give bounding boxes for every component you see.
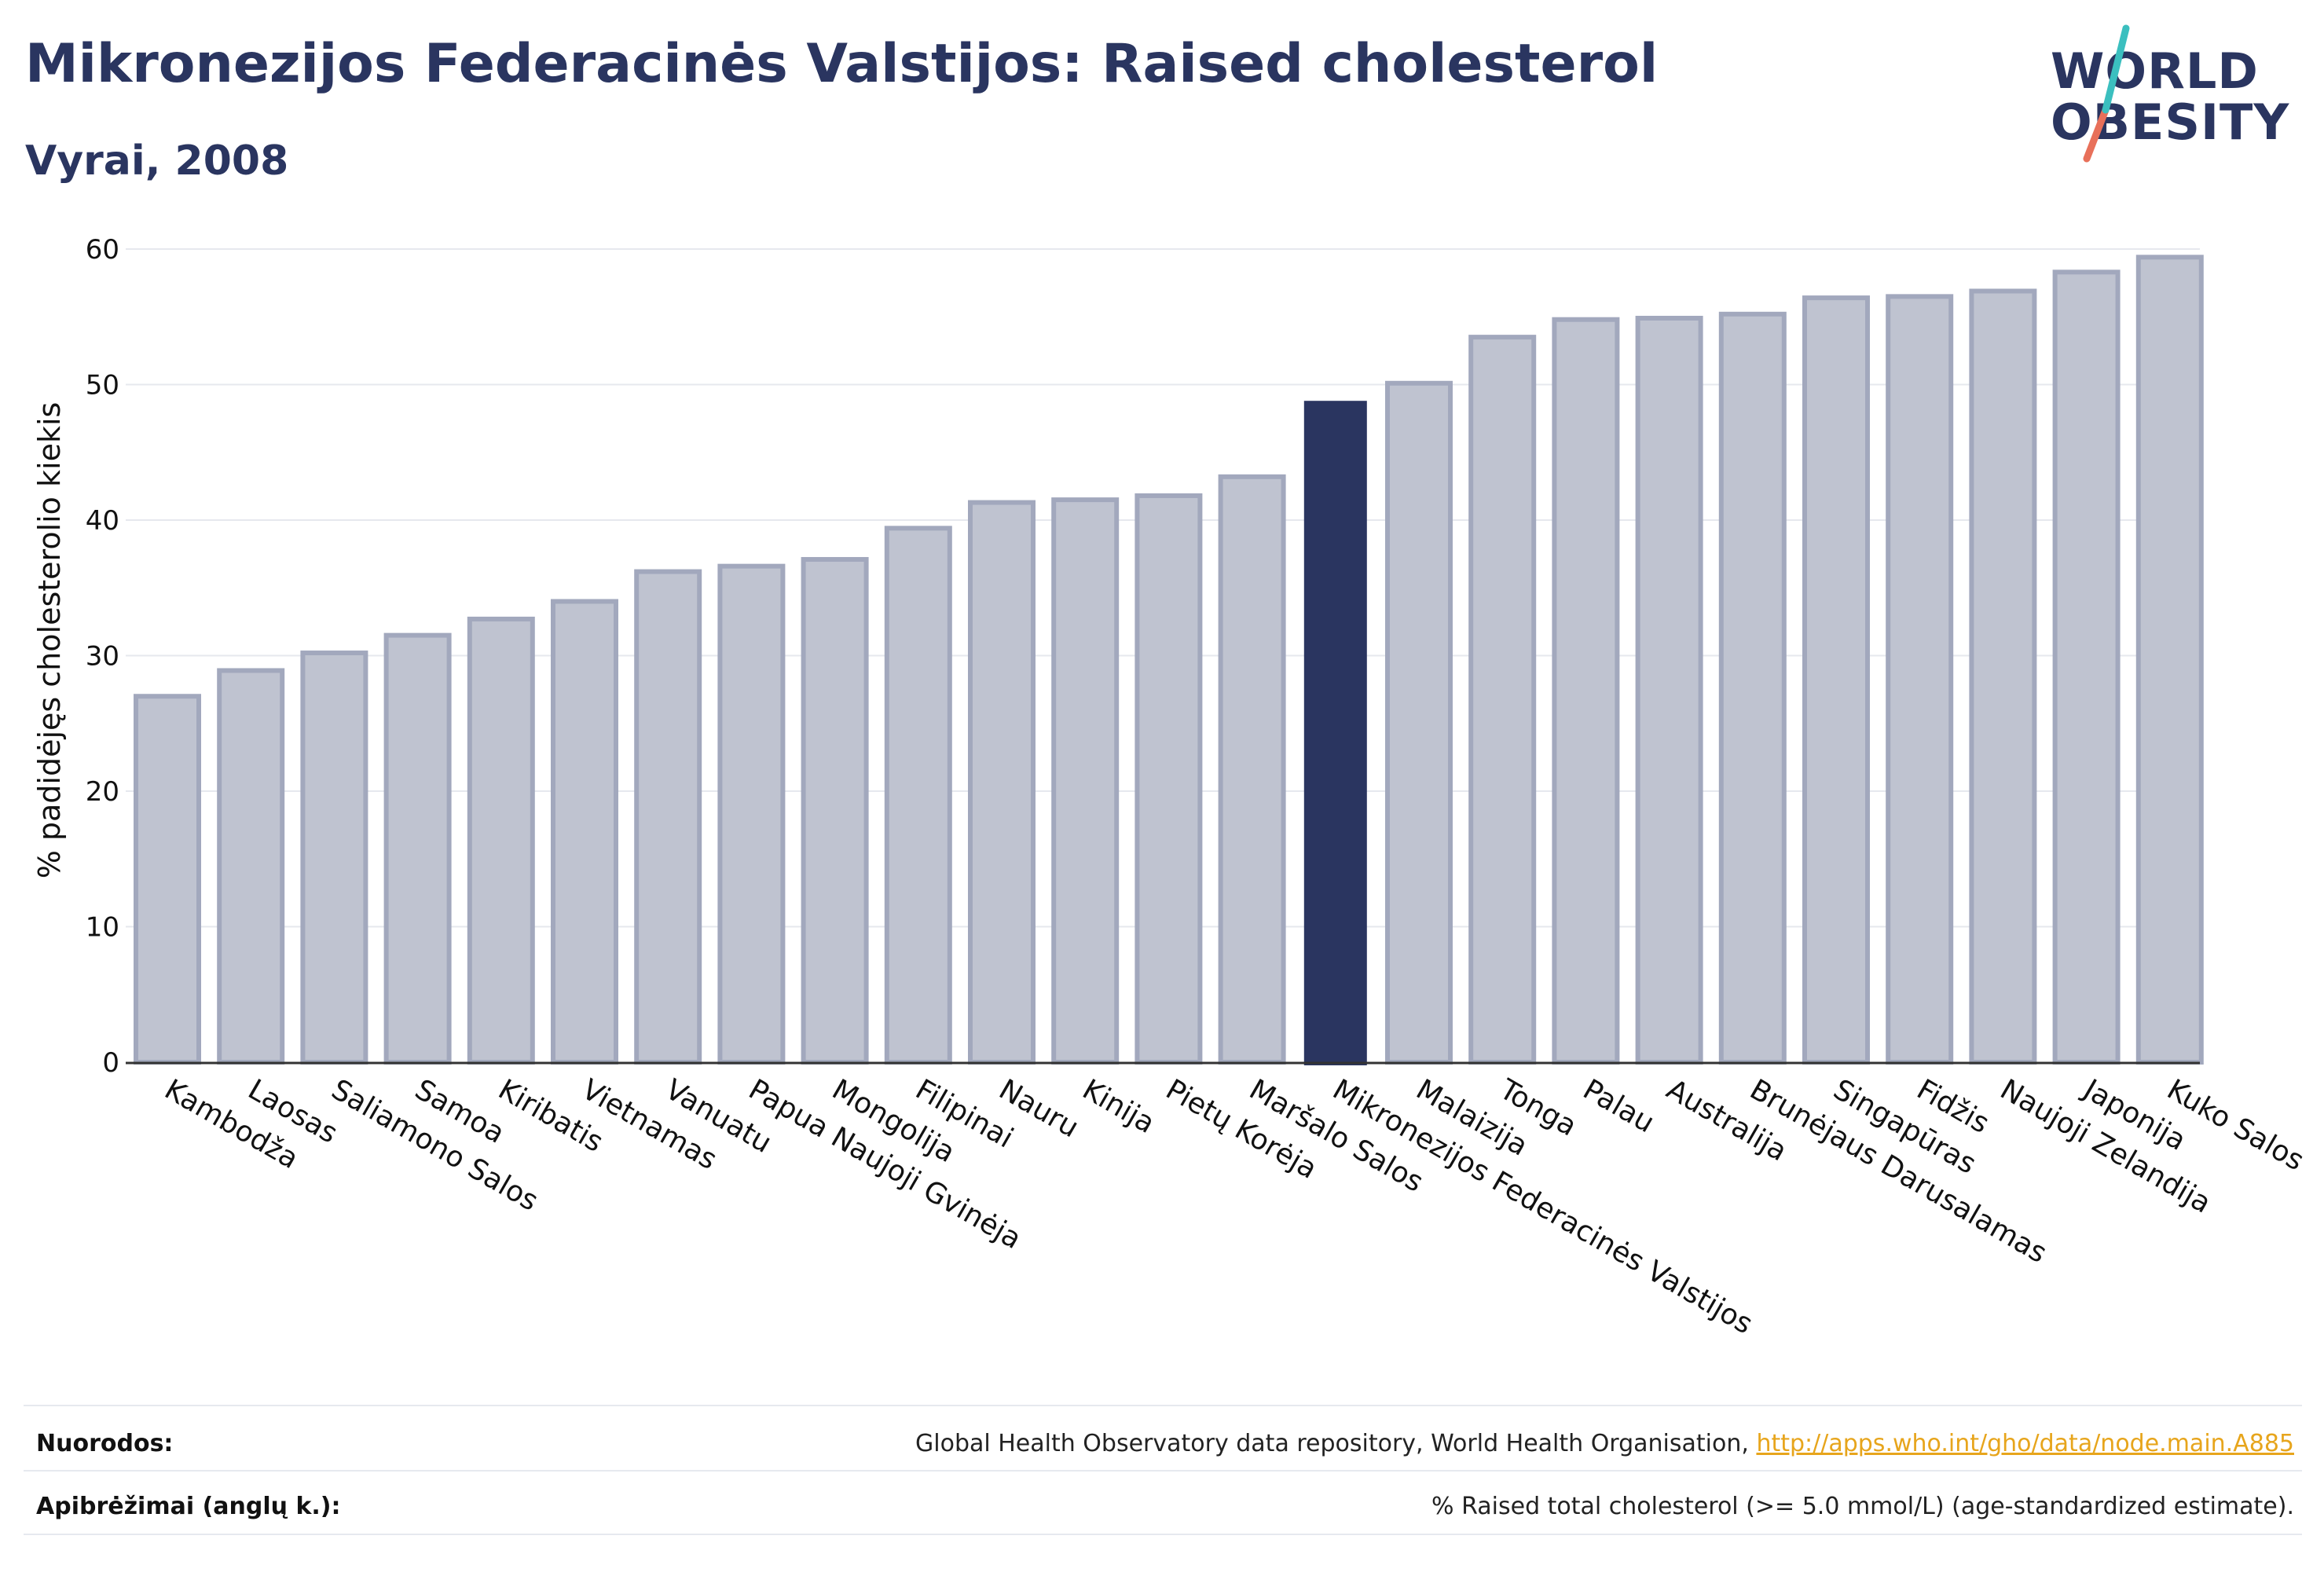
bar xyxy=(467,616,535,1065)
bar xyxy=(717,563,786,1065)
bar xyxy=(1886,294,1954,1065)
logo-line-obesity: OBESITY xyxy=(2051,93,2290,151)
bar xyxy=(2052,269,2121,1065)
bar xyxy=(1718,311,1787,1065)
chart-subtitle: Vyrai, 2008 xyxy=(25,137,289,185)
references-label: Nuorodos: xyxy=(36,1430,174,1457)
y-axis-ticks: 0 10 20 30 40 50 60 xyxy=(86,234,119,1079)
bar xyxy=(1135,493,1203,1065)
y-tick-label: 50 xyxy=(86,370,119,401)
references-link[interactable]: http://apps.who.int/gho/data/node.main.A… xyxy=(1756,1430,2294,1457)
bar xyxy=(551,599,618,1065)
definitions-value: % Raised total cholesterol (>= 5.0 mmol/… xyxy=(1431,1493,2294,1520)
logo-slash-icon xyxy=(2083,24,2130,163)
footer-definitions-row: Apibrėžimai (anglų k.): % Raised total c… xyxy=(24,1483,2294,1530)
bar xyxy=(801,557,869,1065)
footer-divider-middle xyxy=(24,1470,2302,1472)
references-value: Global Health Observatory data repositor… xyxy=(915,1430,2294,1457)
bar xyxy=(383,632,452,1065)
bar xyxy=(1969,288,2037,1065)
bar xyxy=(1635,315,1703,1065)
world-obesity-logo: WORLD OBESITY xyxy=(2051,24,2310,165)
y-tick-label: 40 xyxy=(86,505,119,537)
y-tick-label: 10 xyxy=(86,912,119,944)
bar xyxy=(1385,380,1453,1065)
footer-divider-top xyxy=(24,1405,2302,1406)
bar xyxy=(2135,255,2204,1065)
x-tick-label: Palau xyxy=(1578,1073,1660,1139)
bar xyxy=(634,569,702,1065)
logo-line-world: WORLD xyxy=(2051,42,2259,100)
y-tick-label: 0 xyxy=(102,1047,119,1079)
bar xyxy=(884,526,952,1065)
y-tick-label: 20 xyxy=(86,776,119,808)
bar xyxy=(134,694,201,1065)
bar-highlighted xyxy=(1303,401,1367,1065)
bar xyxy=(1552,317,1620,1065)
bar xyxy=(1218,474,1286,1065)
x-tick-label: Kinija xyxy=(1077,1073,1160,1140)
y-tick-label: 60 xyxy=(86,234,119,266)
bar xyxy=(968,500,1036,1065)
bar xyxy=(1802,295,1870,1065)
chart-title: Mikronezijos Federacinės Valstijos: Rais… xyxy=(25,33,1659,95)
y-tick-label: 30 xyxy=(86,641,119,673)
footer-references-row: Nuorodos: Global Health Observatory data… xyxy=(24,1420,2294,1468)
bar xyxy=(1468,335,1537,1065)
bar xyxy=(1051,497,1120,1065)
bars xyxy=(134,255,2204,1065)
definitions-label: Apibrėžimai (anglų k.): xyxy=(36,1493,341,1520)
footer-divider-bottom xyxy=(24,1534,2302,1535)
bar xyxy=(300,651,368,1065)
y-axis-title: % padidėjęs cholesterolio kiekis xyxy=(32,402,67,879)
bar xyxy=(217,668,285,1065)
references-text: Global Health Observatory data repositor… xyxy=(915,1430,1757,1457)
